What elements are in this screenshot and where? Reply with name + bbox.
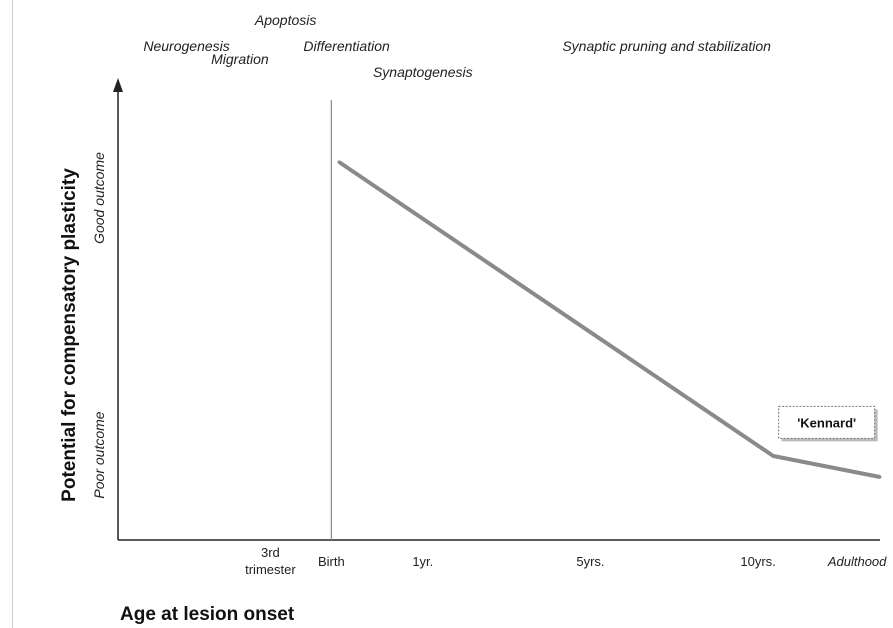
x-tick-label-5yrs: 5yrs. — [576, 554, 604, 569]
x-tick-label-3rd-line2: trimester — [245, 562, 296, 577]
left-edge-rule — [12, 0, 13, 628]
stage-label-synaptogenesis: Synaptogenesis — [373, 64, 473, 80]
kennard-box — [778, 405, 876, 439]
x-tick-label-10yrs: 10yrs. — [740, 554, 775, 569]
stage-label-differentiation: Differentiation — [303, 38, 390, 54]
y-poor-outcome-label: Poor outcome — [91, 411, 107, 498]
series-point-0-1 — [771, 454, 775, 458]
stage-label-synaptic-pruning-and-stabilization: Synaptic pruning and stabilization — [562, 38, 771, 54]
y-axis-arrow — [113, 78, 123, 92]
x-tick-label-birth: Birth — [318, 554, 345, 569]
kennard-label: 'Kennard' — [797, 415, 856, 430]
x-tick-label-3rd: 3rd — [261, 545, 280, 560]
y-axis-label: Potential for compensatory plasticity — [59, 168, 80, 502]
stage-label-apoptosis: Apoptosis — [254, 12, 316, 28]
series-point-0-2 — [878, 475, 882, 479]
x-axis-label: Age at lesion onset — [120, 604, 295, 625]
y-good-outcome-label: Good outcome — [91, 152, 107, 244]
stage-label-neurogenesis: Neurogenesis — [143, 38, 229, 54]
kennard-annotation: 'Kennard' — [778, 405, 878, 442]
x-tick-label-adulthood: Adulthood — [827, 554, 887, 569]
x-tick-label-1yr: 1yr. — [412, 554, 433, 569]
series-point-0-0 — [337, 160, 341, 164]
stage-label-migration: Migration — [211, 51, 269, 67]
